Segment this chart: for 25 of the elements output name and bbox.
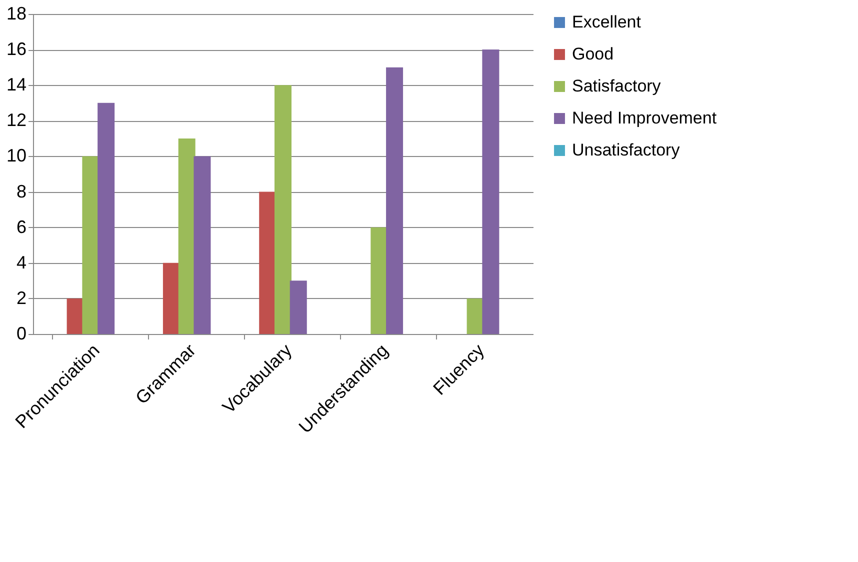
bar — [290, 280, 307, 334]
y-tick-label: 2 — [16, 288, 26, 308]
bar — [194, 156, 211, 334]
y-tick-label: 0 — [16, 324, 26, 344]
legend-label: Need Improvement — [572, 108, 717, 128]
y-tick-label: 10 — [6, 146, 26, 166]
bar — [274, 85, 292, 334]
y-tick-label: 6 — [16, 216, 26, 237]
bar — [370, 227, 388, 334]
legend-label: Unsatisfactory — [572, 140, 680, 160]
bar — [98, 102, 115, 334]
y-tick-label: 4 — [16, 252, 26, 272]
legend-label: Excellent — [572, 12, 642, 32]
bar — [82, 156, 100, 334]
bar — [482, 50, 500, 334]
y-tick-label: 18 — [6, 4, 26, 24]
bar — [259, 192, 276, 334]
legend-label: Satisfactory — [572, 76, 662, 96]
bar — [386, 67, 404, 334]
legend-label: Good — [572, 44, 614, 64]
y-tick-label: 16 — [6, 39, 26, 60]
y-tick-label: 8 — [16, 181, 26, 202]
y-tick-label: 14 — [6, 74, 26, 95]
bar — [162, 262, 180, 334]
y-tick-label: 12 — [6, 110, 26, 130]
